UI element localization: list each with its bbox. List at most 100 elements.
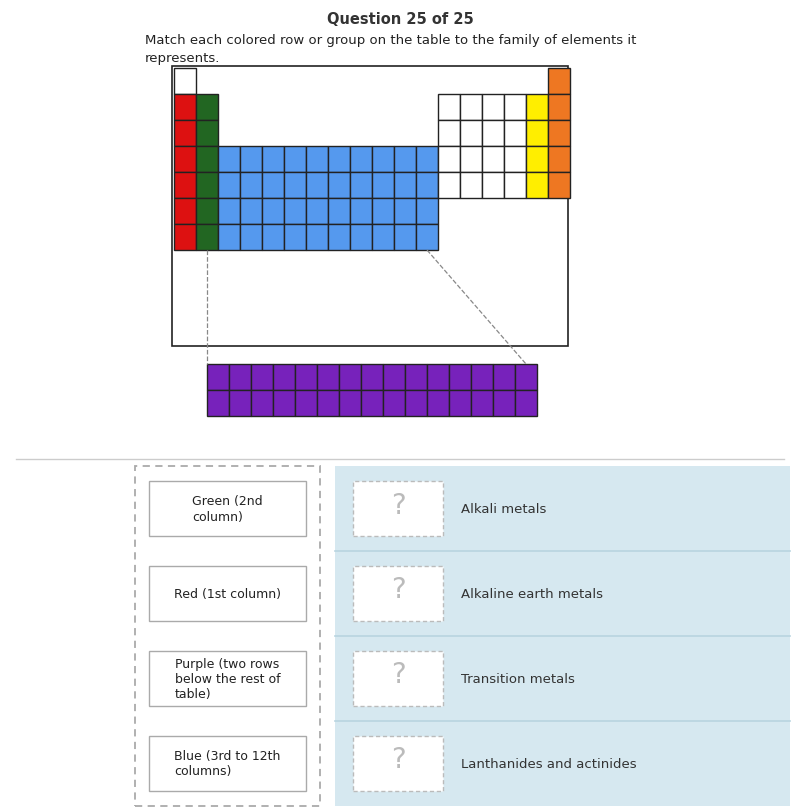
Bar: [548, 121, 570, 147]
Bar: [383, 391, 405, 417]
Bar: [262, 173, 284, 199]
Text: Alkaline earth metals: Alkaline earth metals: [461, 587, 603, 600]
Bar: [416, 173, 438, 199]
Bar: [262, 225, 284, 251]
Bar: [218, 199, 240, 225]
Bar: [438, 95, 460, 121]
Bar: [174, 199, 196, 225]
Text: ?: ?: [390, 661, 406, 689]
Bar: [350, 147, 372, 173]
Bar: [438, 121, 460, 147]
Bar: [526, 147, 548, 173]
Bar: [427, 365, 449, 391]
Bar: [196, 147, 218, 173]
Bar: [526, 95, 548, 121]
Bar: [149, 651, 306, 706]
Bar: [284, 199, 306, 225]
Bar: [328, 225, 350, 251]
Bar: [149, 482, 306, 536]
Bar: [317, 365, 339, 391]
Bar: [460, 121, 482, 147]
Bar: [383, 365, 405, 391]
Bar: [335, 721, 790, 806]
FancyBboxPatch shape: [353, 482, 443, 536]
Bar: [240, 173, 262, 199]
Text: Transition metals: Transition metals: [461, 672, 575, 685]
Bar: [361, 391, 383, 417]
Text: Blue (3rd to 12th
columns): Blue (3rd to 12th columns): [174, 749, 281, 778]
Bar: [361, 365, 383, 391]
Bar: [482, 147, 504, 173]
Text: ?: ?: [390, 745, 406, 774]
Bar: [482, 121, 504, 147]
Bar: [229, 391, 251, 417]
Bar: [284, 147, 306, 173]
Bar: [174, 225, 196, 251]
Bar: [504, 173, 526, 199]
Bar: [394, 173, 416, 199]
Bar: [339, 391, 361, 417]
Bar: [449, 365, 471, 391]
FancyBboxPatch shape: [353, 736, 443, 791]
Bar: [172, 67, 568, 346]
Bar: [394, 225, 416, 251]
Bar: [317, 391, 339, 417]
Bar: [515, 391, 537, 417]
Bar: [471, 365, 493, 391]
Bar: [405, 365, 427, 391]
Text: Alkali metals: Alkali metals: [461, 502, 546, 515]
Bar: [229, 365, 251, 391]
Bar: [328, 199, 350, 225]
Bar: [405, 391, 427, 417]
FancyBboxPatch shape: [353, 651, 443, 706]
Bar: [438, 147, 460, 173]
Bar: [394, 199, 416, 225]
Bar: [174, 173, 196, 199]
Bar: [372, 173, 394, 199]
Bar: [218, 225, 240, 251]
Text: ?: ?: [390, 491, 406, 519]
Bar: [372, 199, 394, 225]
Bar: [306, 173, 328, 199]
Bar: [295, 391, 317, 417]
Bar: [460, 173, 482, 199]
Bar: [460, 95, 482, 121]
Bar: [174, 95, 196, 121]
Bar: [493, 391, 515, 417]
Bar: [196, 173, 218, 199]
Bar: [548, 95, 570, 121]
Bar: [328, 147, 350, 173]
Bar: [339, 365, 361, 391]
Bar: [174, 121, 196, 147]
Bar: [416, 147, 438, 173]
Text: Green (2nd
column): Green (2nd column): [192, 495, 263, 523]
Bar: [438, 173, 460, 199]
Text: Match each colored row or group on the table to the family of elements it
repres: Match each colored row or group on the t…: [145, 34, 636, 65]
Bar: [196, 199, 218, 225]
Bar: [394, 147, 416, 173]
Bar: [284, 173, 306, 199]
Bar: [306, 225, 328, 251]
Bar: [548, 173, 570, 199]
Bar: [504, 95, 526, 121]
Bar: [335, 551, 790, 636]
Bar: [149, 736, 306, 791]
Bar: [493, 365, 515, 391]
Bar: [273, 365, 295, 391]
Text: ?: ?: [390, 576, 406, 603]
Bar: [218, 173, 240, 199]
Bar: [262, 199, 284, 225]
Bar: [273, 391, 295, 417]
Bar: [328, 173, 350, 199]
Bar: [504, 121, 526, 147]
Bar: [427, 391, 449, 417]
Text: Lanthanides and actinides: Lanthanides and actinides: [461, 757, 637, 770]
Bar: [504, 147, 526, 173]
Bar: [196, 95, 218, 121]
Bar: [196, 121, 218, 147]
Bar: [482, 95, 504, 121]
Bar: [174, 69, 196, 95]
Bar: [335, 466, 790, 551]
Bar: [218, 147, 240, 173]
Bar: [207, 391, 229, 417]
